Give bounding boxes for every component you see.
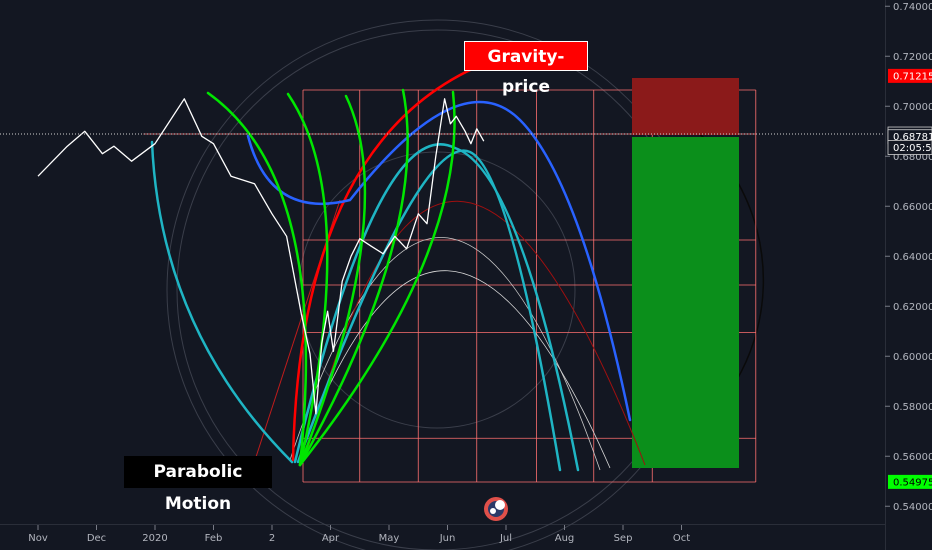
y-tick-label: 0.72000 [893,52,932,63]
parabolic-motion-label: Parabolic Motion [124,456,272,514]
cyan-arc-right [296,149,562,472]
parabola-arcs [150,53,632,472]
thin-white-arc-2 [299,270,611,469]
cyan-arc-left [150,140,294,464]
green-arc-4 [298,88,409,467]
x-tick-label: Oct [673,533,690,544]
y-tick-label: 0.68000 [893,152,932,163]
red-gravity-arc [291,53,510,462]
x-tick-label: Jun [439,533,456,544]
green-arc-1 [206,91,308,467]
price-label-text: 0.54975 [893,477,932,488]
price-axis: 0.74000 0.72000 0.70000 0.68000 0.66000 0.640… [885,2,932,513]
y-tick-label: 0.58000 [893,402,932,413]
y-tick-label: 0.60000 [893,352,932,363]
price-label-text: 02:05:55 [893,143,932,154]
y-tick-label: 0.62000 [893,302,932,313]
x-tick-label: 2 [269,533,275,544]
y-tick-label: 0.70000 [893,102,932,113]
time-axis: Nov Dec 2020 Feb 2 Apr May Jun Jul Aug Sep Oct [28,525,690,544]
y-tick-label: 0.74000 [893,2,932,13]
gravity-price-label: Gravity-price [464,41,588,97]
x-tick-label: Dec [87,533,106,544]
y-tick-label: 0.66000 [893,202,932,213]
price-label-box [888,68,932,83]
x-tick-label: 2020 [142,533,167,544]
y-tick-label: 0.56000 [893,452,932,463]
price-line-series [37,98,485,415]
green-arc-5 [298,90,456,467]
x-tick-label: Apr [322,533,340,544]
x-tick-label: May [379,533,400,544]
blue-arc [246,100,632,422]
green-arc-2 [286,92,329,467]
x-tick-label: Sep [614,533,633,544]
x-tick-label: Feb [205,533,223,544]
y-tick-label: 0.64000 [893,252,932,263]
price-label-text: 0.71215 [893,71,932,82]
x-tick-label: Aug [555,533,575,544]
stop-loss-zone [632,78,739,135]
x-tick-label: Jul [499,533,512,544]
price-label-box [888,474,932,489]
price-series [37,98,485,415]
price-label-box [887,140,932,155]
cyan-arc-mid [293,143,580,472]
price-label-text: 0.68781 [893,132,932,143]
take-profit-zone [632,137,739,468]
y-tick-label: 0.54000 [893,502,932,513]
ideas-logo-icon[interactable] [483,496,509,522]
green-arc-3 [298,94,367,467]
x-tick-label: Nov [28,533,48,544]
